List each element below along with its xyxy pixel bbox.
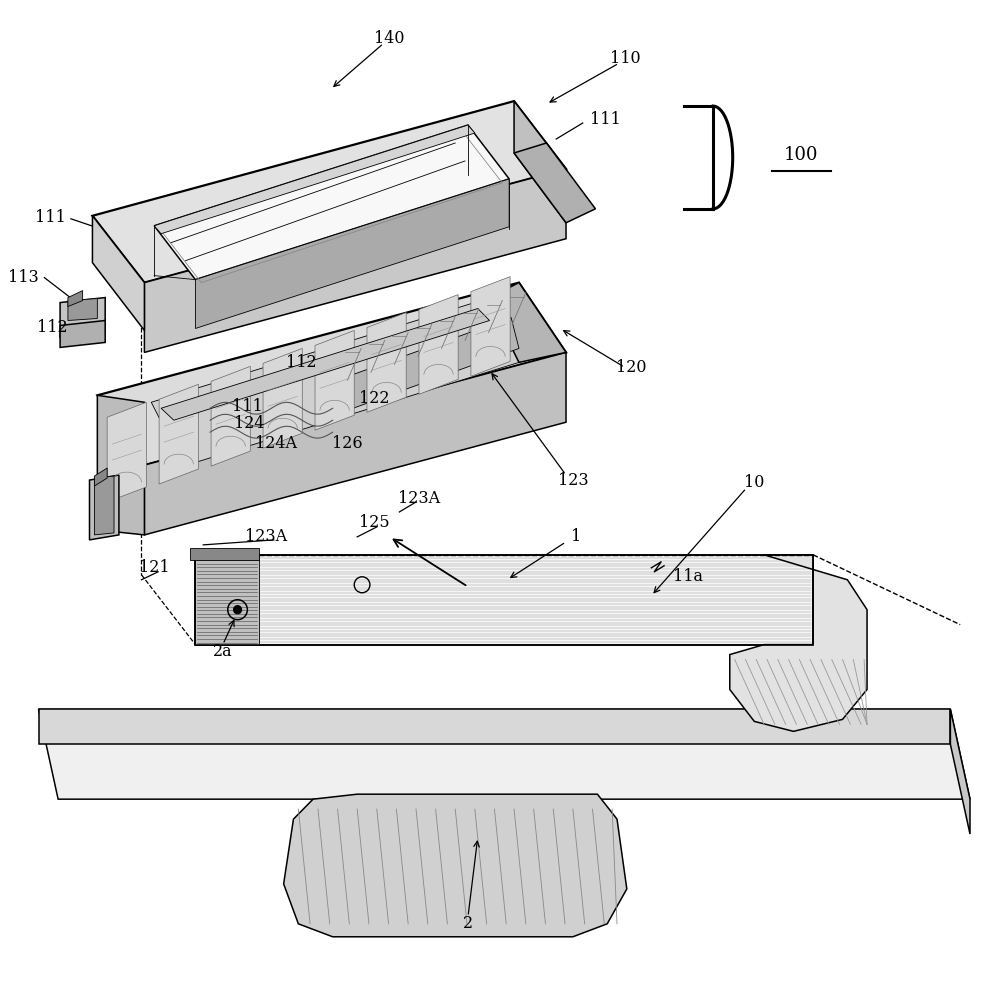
Polygon shape: [160, 384, 198, 484]
Text: 1: 1: [571, 528, 581, 545]
Polygon shape: [190, 548, 259, 560]
Text: 113: 113: [8, 269, 39, 286]
Text: 110: 110: [609, 50, 640, 67]
Polygon shape: [367, 313, 406, 412]
Polygon shape: [39, 709, 950, 744]
Polygon shape: [145, 352, 566, 535]
Polygon shape: [89, 475, 119, 540]
Polygon shape: [211, 366, 251, 466]
Text: 2a: 2a: [213, 643, 233, 660]
Polygon shape: [145, 169, 566, 352]
Polygon shape: [68, 291, 82, 307]
Polygon shape: [97, 283, 566, 465]
Text: 112: 112: [286, 354, 316, 371]
Polygon shape: [283, 794, 627, 937]
Text: 122: 122: [359, 390, 389, 407]
Polygon shape: [155, 125, 509, 280]
Text: 111: 111: [590, 111, 620, 128]
Polygon shape: [94, 468, 107, 486]
Text: 100: 100: [784, 146, 819, 164]
Polygon shape: [729, 555, 867, 731]
Polygon shape: [514, 143, 596, 223]
Text: 123: 123: [558, 472, 589, 489]
Polygon shape: [107, 402, 147, 502]
Polygon shape: [94, 476, 114, 535]
Polygon shape: [263, 348, 302, 448]
Circle shape: [234, 606, 242, 614]
Text: 123A: 123A: [398, 490, 440, 507]
Text: 111: 111: [232, 398, 263, 415]
Polygon shape: [92, 216, 145, 330]
Polygon shape: [315, 330, 354, 430]
Polygon shape: [514, 101, 566, 223]
Polygon shape: [97, 395, 145, 535]
Polygon shape: [155, 125, 475, 234]
Text: 124A: 124A: [255, 435, 296, 452]
Text: 112: 112: [38, 319, 68, 336]
Polygon shape: [39, 709, 970, 799]
Polygon shape: [343, 318, 519, 409]
Text: 10: 10: [744, 474, 764, 491]
Polygon shape: [419, 295, 458, 394]
Polygon shape: [195, 555, 814, 645]
Polygon shape: [471, 277, 510, 376]
Text: 123A: 123A: [245, 528, 287, 545]
Polygon shape: [162, 309, 490, 420]
Polygon shape: [195, 179, 509, 328]
Polygon shape: [950, 709, 970, 834]
Text: 111: 111: [36, 209, 66, 226]
Text: 140: 140: [375, 30, 404, 47]
Text: 125: 125: [359, 514, 389, 531]
Polygon shape: [60, 298, 105, 337]
Text: 126: 126: [332, 435, 363, 452]
Polygon shape: [60, 320, 105, 347]
Polygon shape: [68, 299, 97, 320]
Text: 121: 121: [139, 559, 169, 576]
Polygon shape: [488, 283, 566, 362]
Text: 2: 2: [463, 915, 473, 932]
Polygon shape: [92, 101, 566, 283]
Polygon shape: [195, 555, 259, 645]
Text: 11a: 11a: [673, 568, 703, 585]
Polygon shape: [152, 299, 519, 466]
Text: 120: 120: [616, 359, 647, 376]
Text: 124: 124: [234, 415, 265, 432]
